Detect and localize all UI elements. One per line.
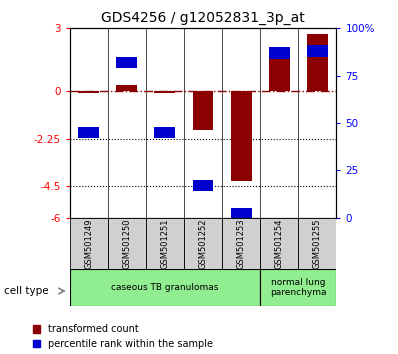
Text: cell type: cell type — [4, 286, 49, 296]
Bar — [298, 218, 336, 269]
Bar — [78, 127, 99, 138]
Bar — [116, 85, 137, 91]
Bar — [193, 91, 213, 130]
Bar — [108, 218, 146, 269]
Bar — [193, 180, 213, 191]
Bar — [307, 45, 328, 57]
Bar — [78, 91, 99, 92]
Bar — [260, 218, 298, 269]
Text: normal lung
parenchyma: normal lung parenchyma — [270, 278, 326, 297]
Text: GSM501249: GSM501249 — [84, 218, 93, 269]
Bar — [184, 218, 222, 269]
Bar — [154, 127, 176, 138]
Text: GSM501255: GSM501255 — [313, 218, 322, 269]
Bar — [146, 218, 184, 269]
Bar — [269, 47, 290, 59]
Bar — [116, 57, 137, 68]
Bar — [260, 269, 336, 306]
Text: caseous TB granulomas: caseous TB granulomas — [111, 283, 219, 292]
Bar — [70, 218, 108, 269]
Bar — [154, 91, 176, 92]
Text: GSM501253: GSM501253 — [236, 218, 246, 269]
Bar — [230, 208, 252, 219]
Bar — [222, 218, 260, 269]
Bar — [307, 34, 328, 91]
Bar — [230, 91, 252, 181]
Text: GSM501250: GSM501250 — [122, 218, 131, 269]
Bar — [269, 59, 290, 91]
Text: GSM501252: GSM501252 — [199, 218, 207, 269]
Text: GSM501251: GSM501251 — [160, 218, 170, 269]
Bar — [70, 269, 260, 306]
Text: GSM501254: GSM501254 — [275, 218, 284, 269]
Title: GDS4256 / g12052831_3p_at: GDS4256 / g12052831_3p_at — [101, 11, 305, 24]
Legend: transformed count, percentile rank within the sample: transformed count, percentile rank withi… — [33, 324, 213, 349]
